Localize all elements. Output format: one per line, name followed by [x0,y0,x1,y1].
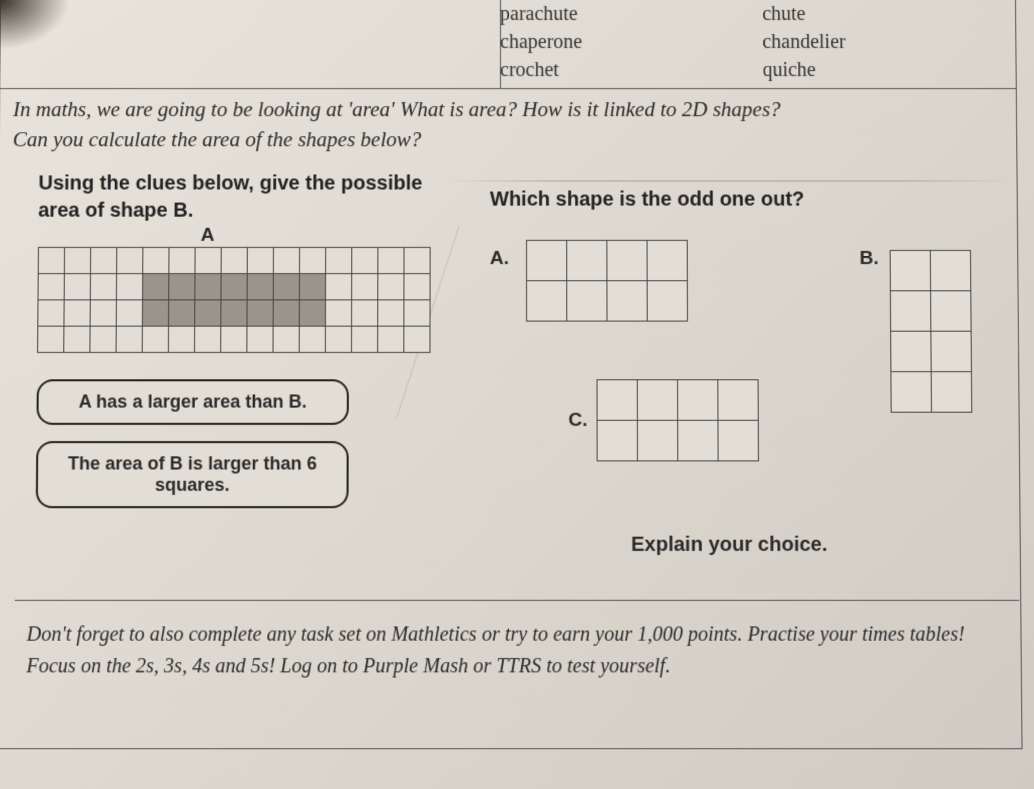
vocab-word: chaperone [500,28,582,56]
shapes-area: A. B. C. Explain your choice. [490,240,1015,524]
faint-underline [445,180,1017,181]
intro-line: In maths, we are going to be looking at … [13,94,1005,125]
footer-content: Don't forget to also complete any task s… [26,623,965,677]
intro-line: Can you calculate the area of the shapes… [13,125,1006,156]
shape-c-grid [597,379,759,461]
intro-text: In maths, we are going to be looking at … [13,94,1006,155]
vocab-word: chute [762,0,845,28]
left-title: Using the clues below, give the possible… [38,170,460,224]
shape-c-label: C. [568,410,587,432]
left-column: Using the clues below, give the possible… [36,170,460,508]
vocab-word: chandelier [762,28,845,56]
footer-text: Don't forget to also complete any task s… [14,600,1021,724]
shape-b-grid [890,250,973,413]
explain-prompt: Explain your choice. [631,534,827,557]
shape-a-label: A. [490,248,509,270]
vocab-col-1: parachute chaperone crochet [500,0,582,84]
grid-a [37,247,431,353]
shape-b-label: B. [859,248,878,270]
photo-shadow-corner [0,0,70,50]
vocab-word: quiche [762,56,846,84]
clue-box-1: A has a larger area than B. [36,379,348,425]
clue-text: A has a larger area than B. [79,391,307,412]
vocab-col-2: chute chandelier quiche [762,0,846,84]
shape-a-grid [526,240,688,322]
right-title: Which shape is the odd one out? [490,189,1012,212]
vocab-word: crochet [500,56,582,84]
worksheet-paper: parachute chaperone crochet chute chande… [0,0,1034,789]
clue-text: The area of B is larger than 6 squares. [58,453,326,496]
vocab-columns: parachute chaperone crochet chute chande… [500,0,846,84]
vocab-word: parachute [500,0,582,28]
clue-box-2: The area of B is larger than 6 squares. [36,441,349,508]
grid-a-container: A [37,247,460,353]
right-column: Which shape is the odd one out? A. B. C.… [490,189,1015,524]
grid-a-label: A [201,225,215,247]
section-divider [0,88,1017,89]
